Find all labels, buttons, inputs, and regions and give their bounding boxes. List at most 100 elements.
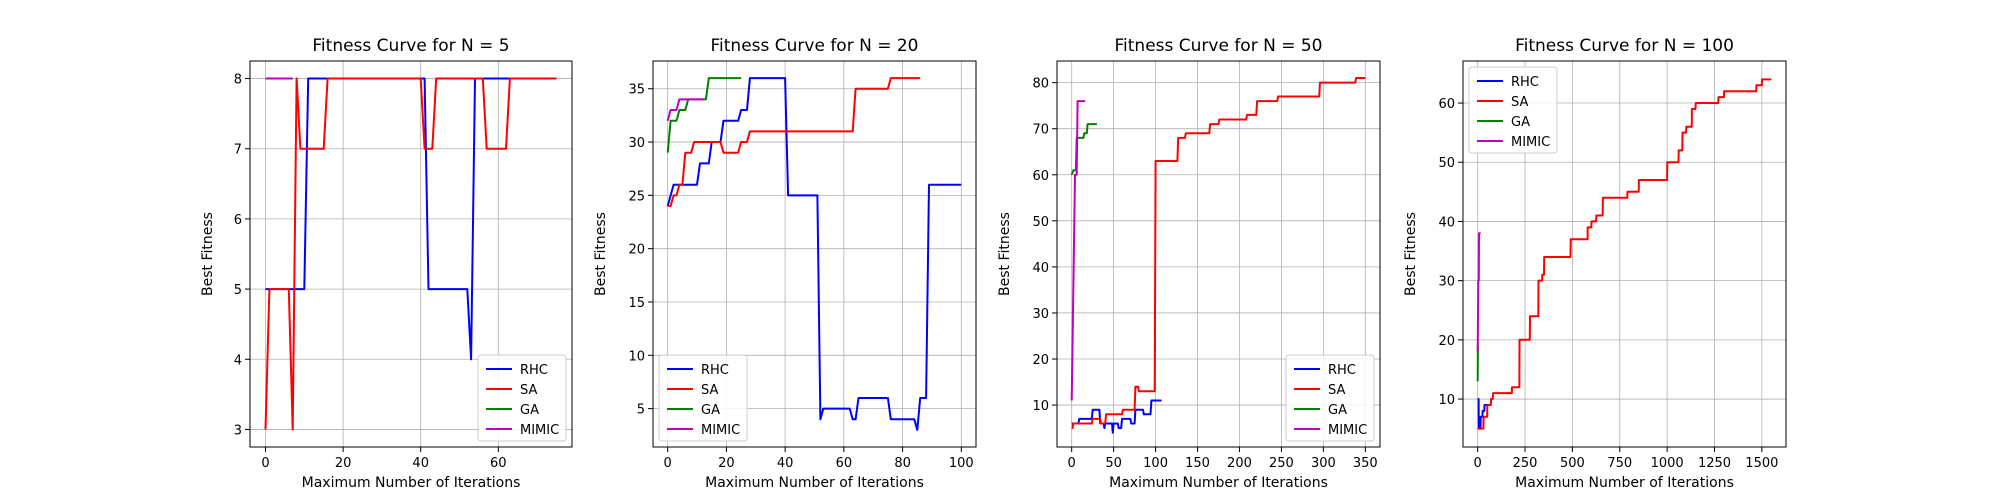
y-tick-label: 10 (628, 349, 645, 364)
y-tick-label: 3 (234, 423, 242, 438)
y-tick-label: 8 (234, 73, 242, 88)
x-tick-label: 0 (664, 456, 672, 471)
x-axis-label: Maximum Number of Iterations (302, 475, 521, 491)
plot-frame (1056, 60, 1381, 448)
legend: RHC SA GA MIMIC (477, 354, 567, 442)
legend-label: SA (1511, 95, 1528, 110)
y-tick-label: 50 (1438, 156, 1455, 171)
y-tick-label: 70 (1032, 123, 1049, 138)
legend-label: GA (1511, 115, 1530, 130)
y-axis-label: Best Fitness (997, 212, 1013, 296)
subplot-4: 0 250 500 750 1000 1250 1500 10 20 30 40 50 60 Fitnes… (1403, 36, 1787, 491)
legend-label: GA (520, 403, 539, 418)
x-tick-label: 350 (1353, 456, 1378, 471)
series-line-rhc (666, 77, 962, 431)
legend-label: MIMIC (701, 423, 740, 438)
legend-box (477, 354, 567, 442)
plot-frame (1462, 60, 1787, 448)
x-tick-label: 1250 (1698, 456, 1731, 471)
legend-label: SA (1328, 383, 1345, 398)
x-tick-label: 60 (836, 456, 853, 471)
legend-box (658, 354, 748, 442)
y-tick-label: 60 (1032, 169, 1049, 184)
y-tick-label: 80 (1032, 77, 1049, 92)
subplot-title: Fitness Curve for N = 50 (1114, 36, 1322, 56)
x-tick-label: 20 (335, 456, 352, 471)
x-axis-label: Maximum Number of Iterations (1109, 475, 1328, 491)
subplot-title: Fitness Curve for N = 5 (312, 36, 509, 56)
y-tick-label: 7 (234, 143, 242, 158)
x-tick-label: 0 (261, 456, 269, 471)
y-tick-label: 25 (628, 189, 645, 204)
legend-label: RHC (701, 363, 729, 378)
y-tick-label: 20 (628, 243, 645, 258)
y-tick-label: 30 (1032, 307, 1049, 322)
y-tick-label: 40 (1438, 215, 1455, 230)
legend: RHC SA GA MIMIC (1468, 66, 1558, 154)
legend-label: MIMIC (1511, 135, 1550, 150)
x-tick-label: 150 (1185, 456, 1210, 471)
legend-label: GA (701, 403, 720, 418)
y-tick-label: 10 (1438, 393, 1455, 408)
legend-box (1285, 354, 1375, 442)
x-tick-label: 0 (1474, 456, 1482, 471)
y-tick-label: 60 (1438, 97, 1455, 112)
y-tick-label: 30 (1438, 275, 1455, 290)
x-tick-label: 250 (1513, 456, 1538, 471)
y-tick-label: 20 (1032, 353, 1049, 368)
legend-label: MIMIC (520, 423, 559, 438)
series-line-ga (1070, 123, 1097, 176)
legend: RHC SA GA MIMIC (658, 354, 748, 442)
legend: RHC SA GA MIMIC (1285, 354, 1375, 442)
plot-frame (249, 60, 573, 448)
series-line-rhc (1071, 399, 1162, 434)
x-tick-label: 50 (1105, 456, 1122, 471)
subplot-title: Fitness Curve for N = 100 (1515, 36, 1734, 56)
legend-label: RHC (1328, 363, 1356, 378)
x-tick-label: 1000 (1651, 456, 1684, 471)
x-tick-label: 1500 (1745, 456, 1778, 471)
subplot-3: 0 50 100 150 200 250 300 350 10 20 30 40 50 60 70 80 Fit… (997, 36, 1381, 491)
subplot-2: 0 20 40 60 80 100 5 10 15 20 25 30 35 Fitness Curve f… (593, 36, 977, 491)
y-axis-label: Best Fitness (1403, 212, 1419, 296)
series-line-sa (264, 77, 557, 431)
y-axis-label: Best Fitness (593, 212, 609, 296)
y-axis-label: Best Fitness (200, 212, 216, 296)
subplot-title: Fitness Curve for N = 20 (710, 36, 918, 56)
x-tick-label: 200 (1227, 456, 1252, 471)
x-tick-label: 40 (412, 456, 429, 471)
legend-label: SA (701, 383, 718, 398)
y-tick-label: 10 (1032, 399, 1049, 414)
x-tick-label: 500 (1560, 456, 1585, 471)
x-tick-label: 0 (1068, 456, 1076, 471)
series-line-rhc (265, 77, 518, 361)
series-line-mimic (666, 98, 703, 121)
series-line-mimic (1476, 232, 1481, 352)
legend-label: RHC (1511, 75, 1539, 90)
x-axis-label: Maximum Number of Iterations (1515, 475, 1734, 491)
legend-label: SA (520, 383, 537, 398)
x-tick-label: 750 (1607, 456, 1632, 471)
series-line-mimic (1070, 100, 1086, 401)
series-line-sa (1071, 77, 1366, 430)
x-tick-label: 300 (1311, 456, 1336, 471)
y-tick-label: 15 (628, 296, 645, 311)
subplot-1: 0 20 40 60 3 4 5 6 7 8 Fitness Curve for N = 5 Maxi… (200, 36, 573, 491)
y-tick-label: 30 (628, 136, 645, 151)
x-tick-label: 60 (490, 456, 507, 471)
x-tick-label: 80 (894, 456, 911, 471)
series-line-rhc (1477, 398, 1488, 430)
series-line-sa (1477, 78, 1772, 430)
series-line-sa (667, 77, 921, 207)
legend-label: RHC (520, 363, 548, 378)
y-tick-label: 5 (234, 283, 242, 298)
x-tick-label: 40 (777, 456, 794, 471)
legend-label: MIMIC (1328, 423, 1367, 438)
legend-box (1468, 66, 1558, 154)
plot-frame (652, 60, 977, 448)
x-tick-label: 250 (1269, 456, 1294, 471)
y-tick-label: 6 (234, 213, 242, 228)
y-tick-label: 5 (637, 403, 645, 418)
x-tick-label: 100 (1143, 456, 1168, 471)
